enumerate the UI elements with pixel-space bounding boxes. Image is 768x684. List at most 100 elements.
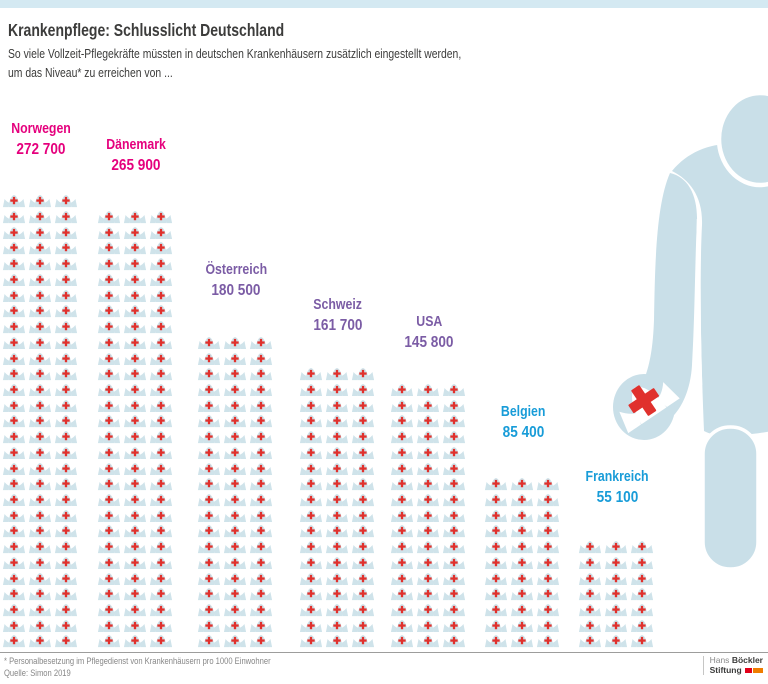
icon-row bbox=[197, 538, 275, 554]
nurse-cap-icon bbox=[54, 635, 78, 648]
icon-row bbox=[390, 459, 468, 475]
nurse-cap-icon bbox=[123, 211, 147, 224]
nurse-cap-icon bbox=[249, 446, 273, 459]
icon-row bbox=[197, 617, 275, 633]
nurse-cap-icon bbox=[28, 603, 52, 617]
icon-column-5 bbox=[484, 475, 562, 648]
icon-row bbox=[197, 349, 275, 365]
logo-orange-box bbox=[752, 667, 763, 673]
icon-row bbox=[2, 239, 80, 255]
nurse-cap-icon bbox=[536, 556, 560, 570]
nurse-cap-icon bbox=[416, 525, 440, 538]
nurse-cap-icon bbox=[442, 383, 466, 397]
icon-column-6 bbox=[578, 538, 656, 648]
nurse-cap-icon bbox=[536, 604, 560, 617]
icon-row bbox=[299, 428, 377, 444]
nurse-cap-icon bbox=[28, 446, 52, 459]
icon-row bbox=[97, 475, 175, 491]
column-label-4: USA 145 800 bbox=[359, 314, 499, 351]
logo-stiftung: Stiftung bbox=[709, 664, 742, 675]
nurse-cap-icon bbox=[536, 478, 560, 491]
nurse-cap-icon bbox=[197, 493, 221, 507]
nurse-cap-icon bbox=[149, 273, 173, 287]
footer-divider bbox=[0, 652, 768, 653]
icon-row bbox=[197, 522, 275, 538]
icon-row bbox=[484, 491, 562, 507]
nurse-cap-icon bbox=[299, 399, 323, 412]
nurse-cap-icon bbox=[223, 415, 247, 428]
nurse-cap-icon bbox=[578, 604, 602, 617]
nurse-cap-icon bbox=[416, 383, 440, 397]
nurse-cap-icon bbox=[54, 541, 78, 554]
nurse-cap-icon bbox=[149, 493, 173, 507]
nurse-cap-icon bbox=[416, 399, 440, 412]
country-name: Schweiz bbox=[313, 297, 363, 313]
nurse-cap-icon bbox=[97, 273, 121, 287]
country-value: 55 100 bbox=[596, 489, 638, 506]
nurse-cap-icon bbox=[28, 556, 52, 569]
nurse-cap-icon bbox=[390, 399, 414, 412]
nurse-cap-icon bbox=[28, 195, 52, 208]
icon-row bbox=[197, 444, 275, 460]
nurse-cap-icon bbox=[325, 415, 349, 428]
nurse-cap-icon bbox=[510, 604, 534, 617]
icon-row bbox=[97, 412, 175, 428]
nurse-cap-icon bbox=[28, 462, 52, 475]
nurse-cap-icon bbox=[28, 242, 52, 255]
nurse-cap-icon bbox=[223, 525, 247, 538]
icon-row bbox=[578, 617, 656, 633]
nurse-cap-icon bbox=[578, 541, 602, 554]
nurse-cap-icon bbox=[28, 336, 52, 349]
arm-body-gap bbox=[696, 218, 703, 386]
icon-row bbox=[97, 302, 175, 318]
nurse-cap-icon bbox=[249, 588, 273, 601]
icon-row bbox=[578, 538, 656, 554]
nurse-cap-icon bbox=[299, 478, 323, 491]
nurse-cap-icon bbox=[442, 588, 466, 601]
icon-row bbox=[2, 349, 80, 365]
subtitle-line-1: So viele Vollzeit-Pflegekräfte müssten i… bbox=[8, 46, 575, 61]
nurse-cap-icon bbox=[510, 509, 534, 522]
nurse-cap-icon bbox=[390, 493, 414, 507]
nurse-cap-icon bbox=[2, 305, 26, 318]
nurse-cap-icon bbox=[149, 635, 173, 648]
nurse-cap-icon bbox=[97, 415, 121, 428]
nurse-cap-icon bbox=[390, 635, 414, 648]
nurse-cap-icon bbox=[223, 446, 247, 459]
icon-row bbox=[197, 396, 275, 412]
nurse-cap-icon bbox=[123, 446, 147, 459]
nurse-cap-icon bbox=[149, 352, 173, 365]
logo-line-2: Stiftung bbox=[709, 664, 763, 676]
icon-row bbox=[197, 475, 275, 491]
icon-row bbox=[2, 506, 80, 522]
nurse-cap-icon bbox=[54, 572, 78, 585]
nurse-cap-icon bbox=[149, 399, 173, 412]
nurse-cap-icon bbox=[28, 509, 52, 522]
nurse-cap-icon bbox=[123, 305, 147, 318]
country-name: USA bbox=[415, 314, 443, 330]
icon-row bbox=[299, 522, 377, 538]
nurse-cap-icon bbox=[149, 383, 173, 397]
nurse-cap-icon bbox=[416, 603, 440, 617]
nurse-cap-icon bbox=[97, 242, 121, 255]
icon-row bbox=[578, 585, 656, 601]
nurse-cap-icon bbox=[416, 635, 440, 648]
nurse-cap-icon bbox=[351, 619, 375, 632]
icon-row bbox=[299, 569, 377, 585]
icon-row bbox=[197, 585, 275, 601]
icon-row bbox=[2, 632, 80, 648]
nurse-cap-icon bbox=[484, 635, 508, 648]
nurse-cap-icon bbox=[249, 541, 273, 554]
icon-row bbox=[197, 412, 275, 428]
nurse-cap-icon bbox=[604, 635, 628, 648]
nurse-cap-icon bbox=[123, 431, 147, 444]
icon-row bbox=[197, 507, 275, 523]
nurse-cap-icon bbox=[54, 242, 78, 255]
icon-row bbox=[578, 601, 656, 617]
nurse-cap-icon bbox=[223, 336, 247, 349]
nurse-cap-icon bbox=[2, 211, 26, 224]
icon-column-1 bbox=[97, 208, 175, 648]
nurse-cap-icon bbox=[578, 572, 602, 585]
nurse-cap-icon bbox=[2, 525, 26, 538]
